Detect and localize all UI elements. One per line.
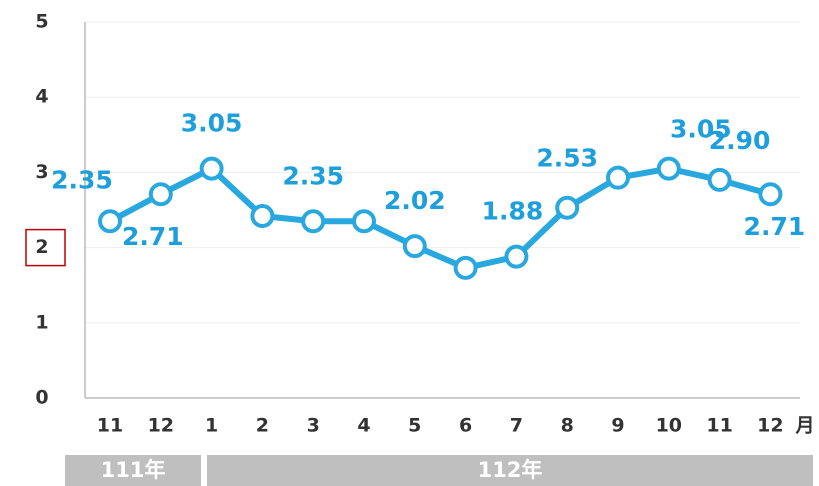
marker [758,182,783,207]
value-label: 2.90 [709,126,771,155]
marker [98,209,122,234]
marker [504,244,529,269]
value-label: 2.71 [122,222,184,251]
year-band [65,455,201,486]
x-tick-label: 8 [561,415,574,437]
marker [707,167,732,192]
x-tick-label: 7 [510,415,523,437]
marker [606,165,630,190]
value-label: 2.02 [384,186,446,215]
value-label: 1.88 [482,197,544,226]
y-tick-label: 3 [35,161,48,183]
marker [148,182,173,207]
line [108,165,772,271]
highlight-box [25,228,66,267]
marker [656,156,681,181]
value-label: 2.53 [536,144,598,173]
value-label: 2.71 [744,212,806,241]
value-label: 2.35 [282,161,344,190]
y-tick-label: 0 [35,387,48,409]
x-tick-label: 12 [148,415,174,437]
x-tick-label: 10 [656,415,682,437]
x-tick-label: 9 [611,415,624,437]
x-tick-label: 12 [757,415,783,437]
marker [352,209,376,234]
y-tick-label: 1 [35,311,48,333]
year-band [207,455,813,486]
x-tick-label: 11 [97,415,123,437]
value-label: 3.05 [670,115,732,144]
y-tick-label: 4 [35,86,48,108]
x-tick-label: 6 [459,415,472,437]
x-tick-label: 4 [357,415,370,437]
x-tick-label: 5 [408,415,421,437]
x-tick-label: 3 [307,415,320,437]
value-label: 2.35 [51,165,113,194]
x-tick-label: 1 [205,415,218,437]
year-label: 112年 [478,458,543,482]
x-tick-label: 11 [706,415,732,437]
x-tick-label: 2 [256,415,269,437]
y-tick-label: 5 [35,11,48,33]
marker [199,156,224,181]
marker [301,209,326,234]
y-tick-label: 2 [35,236,48,258]
value-label: 3.05 [181,109,243,138]
x-unit: 月 [794,415,814,437]
marker [402,234,427,259]
marker [250,204,275,229]
year-label: 111年 [101,458,166,482]
marker [555,195,580,220]
marker [453,255,478,280]
